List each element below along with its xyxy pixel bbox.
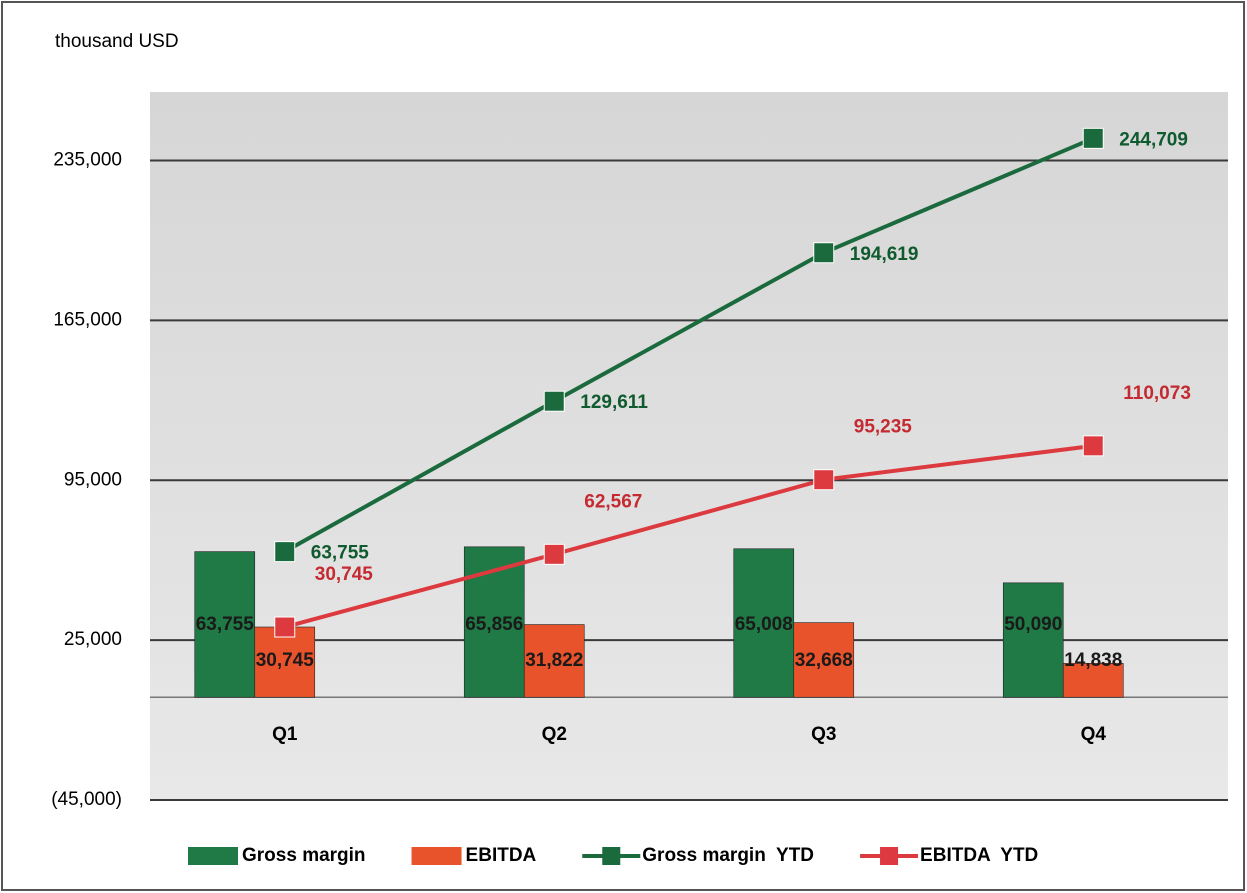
legend-label: Gross margin [242, 845, 366, 866]
bar-label: 65,856 [465, 614, 523, 635]
y-tick-label: (45,000) [51, 789, 122, 810]
bar-label: 14,838 [1064, 650, 1122, 671]
legend-swatch [411, 847, 462, 865]
bar [793, 622, 855, 698]
bar-label: 31,822 [525, 650, 583, 671]
point-label: 63,755 [311, 543, 370, 564]
point-label: 129,611 [580, 392, 648, 413]
legend-label: EBITDA YTD [920, 845, 1038, 866]
bar-label: 50,090 [1004, 614, 1062, 635]
y-tick-label: 25,000 [64, 629, 122, 650]
bar-label: 63,755 [196, 614, 255, 635]
line [283, 136, 1095, 554]
marker [543, 543, 565, 565]
marker [274, 616, 296, 638]
point-label: 194,619 [850, 244, 919, 265]
bar [194, 551, 256, 698]
x-tick-label: Q3 [811, 724, 836, 745]
legend-label: Gross margin YTD [642, 845, 814, 866]
point-label: 95,235 [854, 417, 913, 438]
y-tick-label: 95,000 [64, 469, 122, 490]
marker [1082, 435, 1104, 457]
marker [274, 541, 296, 563]
y-tick-label: 165,000 [53, 309, 122, 330]
marker [543, 390, 565, 412]
legend-marker [602, 847, 621, 865]
x-tick-label: Q1 [272, 724, 298, 745]
bar-label: 65,008 [735, 614, 793, 635]
y-tick-label: 235,000 [53, 150, 122, 171]
axis-title: thousand USD [55, 31, 179, 52]
x-tick-label: Q4 [1081, 724, 1107, 745]
bar-label: 32,668 [795, 650, 853, 671]
bar [733, 548, 795, 698]
marker [813, 242, 835, 264]
bar-label: 30,745 [256, 650, 315, 671]
legend-marker [880, 847, 899, 865]
point-label: 110,073 [1123, 383, 1191, 404]
point-label: 244,709 [1119, 129, 1188, 150]
x-tick-label: Q2 [542, 724, 567, 745]
bar [1062, 663, 1124, 698]
bar [1002, 582, 1064, 698]
point-label: 62,567 [584, 491, 642, 512]
bar [254, 626, 316, 698]
line [284, 443, 1094, 629]
marker [813, 469, 835, 491]
point-label: 30,745 [315, 564, 374, 585]
legend-swatch [188, 847, 238, 865]
legend-label: EBITDA [466, 845, 537, 866]
bar [523, 624, 585, 698]
marker [1082, 127, 1104, 149]
